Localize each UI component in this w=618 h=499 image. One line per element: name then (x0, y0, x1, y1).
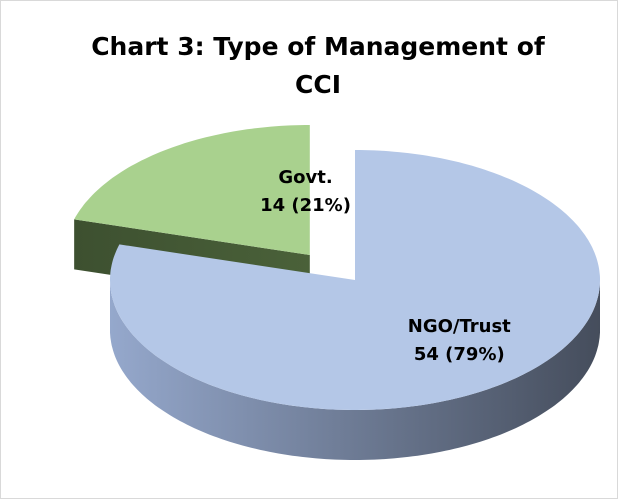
pie-slice (110, 150, 600, 410)
slice-label: NGO/Trust (408, 316, 511, 337)
slice-value-label: 14 (21%) (260, 195, 351, 216)
pie-slice (74, 125, 310, 255)
slice-label: Govt. (278, 167, 332, 188)
chart-title: Chart 3: Type of Management of CCI (91, 32, 546, 99)
slice-wall (110, 280, 600, 460)
slice-value-label: 54 (79%) (414, 344, 505, 365)
